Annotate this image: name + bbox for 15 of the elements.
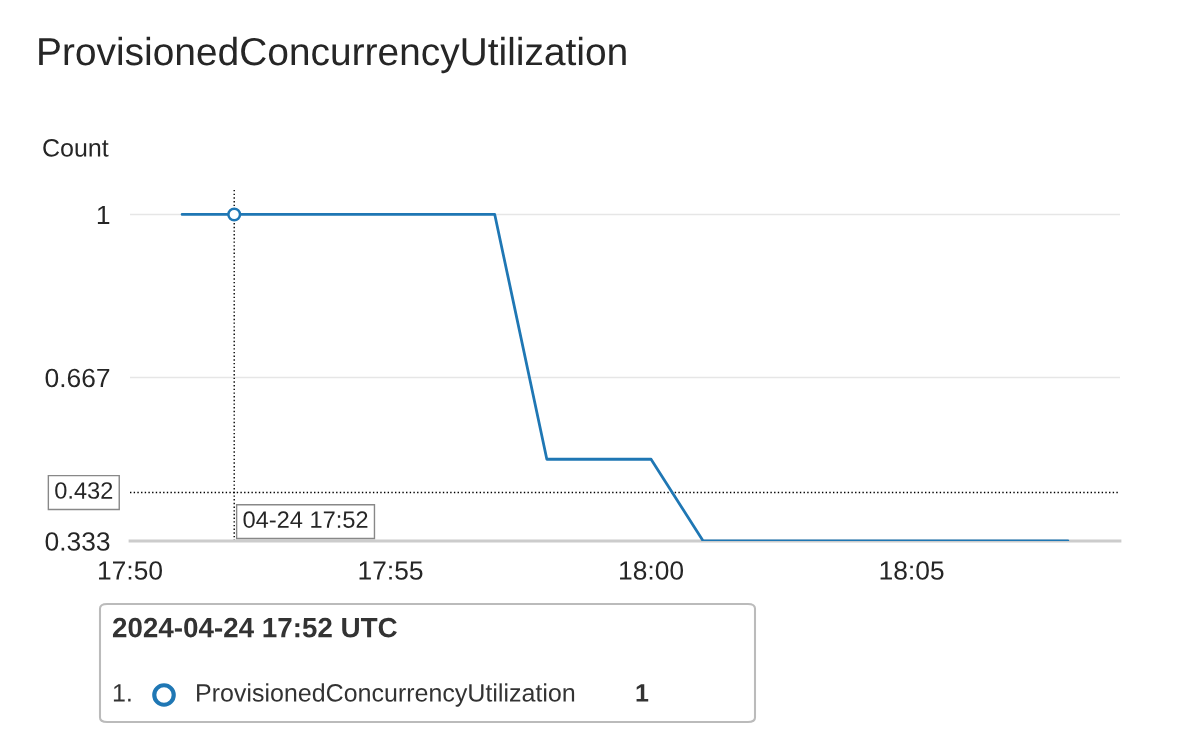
chart-title: ProvisionedConcurrencyUtilization	[39, 36, 626, 74]
text: 1	[636, 684, 649, 702]
x-tick-label: 18:05	[880, 561, 944, 580]
x-tick-label: 18:00	[620, 561, 684, 580]
y-axis-title: Count	[43, 139, 109, 157]
y-tick-label: 0.667	[45, 368, 110, 388]
ref-line-label: 0.432	[55, 482, 113, 499]
x-tick-label: 17:55	[359, 561, 423, 580]
y-tick-label: 1	[97, 205, 110, 225]
text: 1.	[113, 684, 131, 702]
text: 2024-04-24 17:52 UTC	[112, 617, 397, 638]
y-tick-label: 0.333	[45, 532, 110, 551]
x-tick-label: 17:50	[99, 561, 162, 580]
legend-label: ProvisionedConcurrencyUtilization	[197, 683, 575, 707]
ref-line-label: 04-24 17:52	[243, 511, 368, 528]
